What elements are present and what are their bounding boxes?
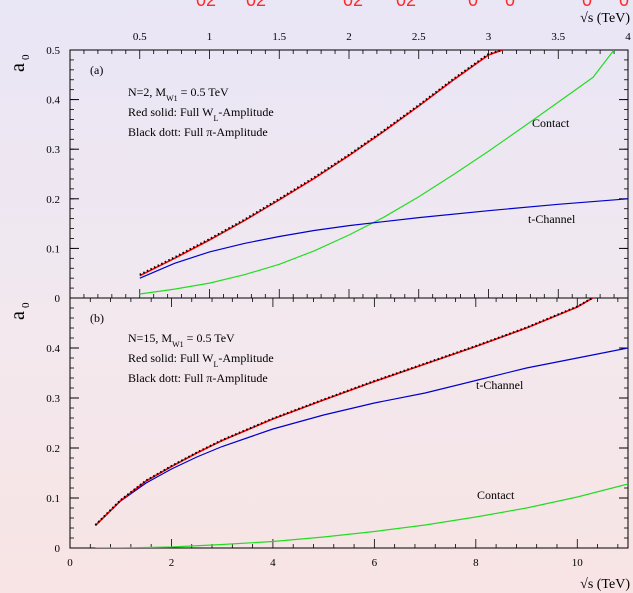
t-channel-label: t-Channel	[476, 378, 524, 392]
header-fragment: 0	[468, 0, 478, 10]
panel-b: 0 0.1 0.2 0.3 0.4 0 2 4 6 8 10 (b) N=15, MW1 = 0.5 T…	[46, 297, 629, 569]
x-tick-label-top: 4	[625, 31, 631, 43]
info-line: Red solid: Full WL-Amplitude	[128, 105, 274, 123]
contact-label: Contact	[477, 488, 515, 502]
x-tick-label-bottom: 10	[572, 557, 584, 569]
svg-text:a: a	[7, 311, 29, 320]
x-tick-label-bottom: 2	[169, 557, 175, 569]
x-tick-label-top: 1.5	[272, 31, 286, 43]
y-tick-label: 0.4	[46, 343, 60, 355]
x-tick-label-top: 0.5	[133, 31, 147, 43]
header-fragment: 02	[396, 0, 416, 10]
y-tick-label: 0.3	[46, 144, 60, 156]
y-tick-label: 0.3	[46, 393, 60, 405]
y-tick-label: 0.1	[46, 243, 60, 255]
x-tick-label-top: 3.5	[551, 31, 565, 43]
series-blue-line	[94, 347, 628, 526]
top-axis-label: √s (TeV)	[580, 11, 630, 26]
curves-b	[94, 298, 628, 548]
series-blue-line	[139, 198, 628, 279]
panel-label: (a)	[90, 63, 103, 77]
header-fragment: 0	[582, 0, 592, 10]
y-axis-label-b: a 0	[7, 302, 32, 320]
panel-label: (b)	[90, 311, 104, 325]
x-tick-label-bottom: 0	[67, 557, 73, 569]
series-green-line	[139, 50, 615, 295]
x-tick-label-top: 2	[346, 31, 352, 43]
header-fragment: 02	[246, 0, 266, 10]
y-axis-label-a: a 0	[7, 54, 32, 72]
header-fragment: 0	[619, 0, 629, 10]
y-tick-label: 0.4	[46, 95, 60, 107]
plot-frame-b	[69, 297, 629, 549]
svg-text:0: 0	[20, 54, 32, 60]
series-red-line	[139, 50, 503, 277]
y-tick-label: 0	[55, 293, 61, 305]
svg-text:a: a	[7, 63, 29, 72]
contact-label: Contact	[532, 116, 570, 130]
x-tick-label-bottom: 8	[473, 557, 479, 569]
x-tick-label-top: 2.5	[412, 31, 426, 43]
y-tick-label: 0.1	[46, 493, 60, 505]
x-tick-label-bottom: 6	[372, 557, 378, 569]
y-tick-label: 0.2	[46, 443, 60, 455]
series-black-line	[94, 298, 593, 526]
x-tick-label-top: 3	[486, 31, 492, 43]
series-black-line	[139, 50, 503, 276]
t-channel-label: t-Channel	[528, 212, 576, 226]
header-fragment: 02	[196, 0, 216, 10]
info-line: N=2, MW1 = 0.5 TeV	[128, 85, 229, 103]
info-line: Black dott: Full π-Amplitude	[128, 125, 268, 139]
y-tick-label: 0.2	[46, 194, 60, 206]
header-fragments: 02 02 02 02 0 0 0 0	[196, 0, 629, 10]
x-tick-label-top: 1	[207, 31, 213, 43]
panel-a: 0 0.1 0.2 0.3 0.4 0.5 0.5 1 1.5 2 2.5 3 3.5 4 (a) N=2, …	[46, 31, 631, 305]
series-green-line	[95, 483, 628, 548]
header-fragment: 02	[343, 0, 363, 10]
info-line: Black dott: Full π-Amplitude	[128, 371, 268, 385]
header-fragment: 0	[505, 0, 515, 10]
info-line: N=15, MW1 = 0.5 TeV	[128, 331, 235, 349]
svg-text:0: 0	[20, 302, 32, 308]
y-tick-label: 0	[55, 543, 61, 555]
info-line: Red solid: Full WL-Amplitude	[128, 351, 274, 369]
curves-a	[139, 50, 628, 295]
bottom-axis-label: √s (TeV)	[580, 577, 630, 592]
x-tick-label-bottom: 4	[270, 557, 276, 569]
y-tick-label: 0.5	[46, 45, 60, 57]
